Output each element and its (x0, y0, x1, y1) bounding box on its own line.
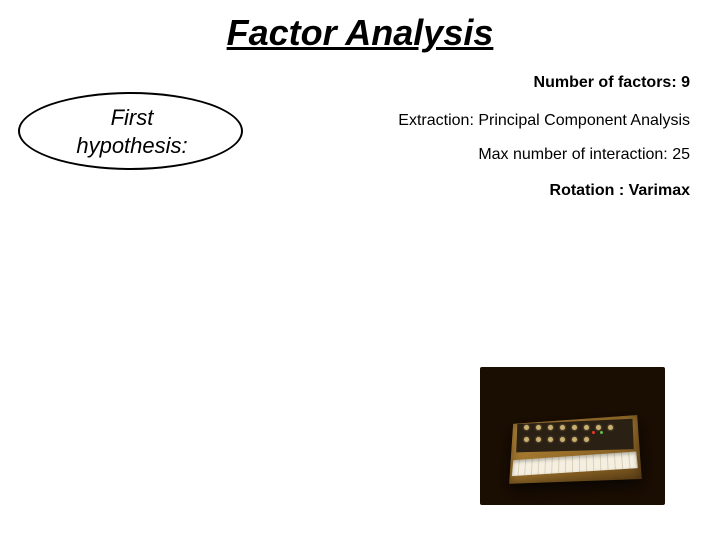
synth-knob (560, 425, 565, 430)
led-red-icon (592, 431, 595, 434)
synth-knob (548, 425, 553, 430)
synthesizer-image (480, 367, 665, 505)
hypothesis-line2: hypothesis: (76, 133, 187, 158)
slide-title: Factor Analysis (0, 12, 720, 54)
synth-knob (608, 425, 613, 430)
synth-knob (572, 425, 577, 430)
param-max-interaction: Max number of interaction: 25 (478, 146, 690, 164)
led-green-icon (600, 431, 603, 434)
hypothesis-text: First hypothesis: (52, 104, 212, 159)
param-number-of-factors: Number of factors: 9 (534, 74, 690, 92)
synth-knob (536, 425, 541, 430)
synth-knob (596, 425, 601, 430)
slide: Factor Analysis First hypothesis: Number… (0, 0, 720, 540)
synth-knob (536, 437, 541, 442)
synth-knob (584, 437, 589, 442)
synth-knob (548, 437, 553, 442)
synth-knob (584, 425, 589, 430)
synth-knob (572, 437, 577, 442)
param-rotation: Rotation : Varimax (550, 182, 690, 200)
hypothesis-line1: First (111, 105, 154, 130)
synth-knob (524, 437, 529, 442)
synth-knob (524, 425, 529, 430)
param-extraction: Extraction: Principal Component Analysis (398, 112, 690, 130)
synth-panel (516, 419, 634, 453)
synth-knob (560, 437, 565, 442)
